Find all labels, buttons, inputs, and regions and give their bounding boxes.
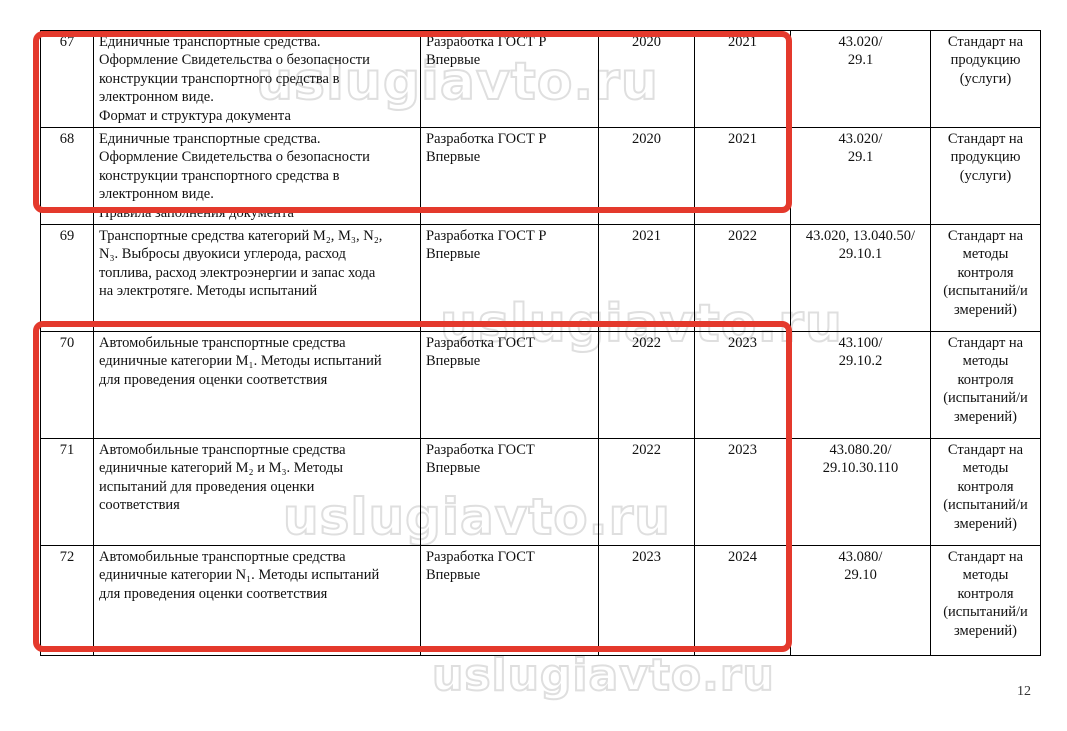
table-row: 67 Единичные транспортные средства. Офор… xyxy=(40,29,1041,129)
standards-plan-table: 67 Единичные транспортные средства. Офор… xyxy=(40,29,1041,657)
standard-kind-cell: Стандарт на продукцию (услуги) xyxy=(930,127,1041,226)
standard-name-cell: Автомобильные транспортные средства един… xyxy=(93,331,421,440)
row-number-cell: 68 xyxy=(40,127,94,226)
year-end-cell: 2022 xyxy=(694,224,791,333)
row-number-cell: 70 xyxy=(40,331,94,440)
row-number-cell: 72 xyxy=(40,545,94,657)
year-end-cell: 2023 xyxy=(694,331,791,440)
year-start-cell: 2022 xyxy=(598,438,695,547)
year-end-cell: 2024 xyxy=(694,545,791,657)
oks-okp-codes-cell: 43.080.20/ 29.10.30.110 xyxy=(790,438,931,547)
oks-okp-codes-cell: 43.020/ 29.1 xyxy=(790,29,931,129)
standard-kind-cell: Стандарт на методы контроля (испытаний/и… xyxy=(930,545,1041,657)
year-start-cell: 2023 xyxy=(598,545,695,657)
work-type-cell: Разработка ГОСТ Впервые xyxy=(420,545,599,657)
table-row: 68 Единичные транспортные средства. Офор… xyxy=(40,127,1041,226)
year-end-cell: 2021 xyxy=(694,127,791,226)
standard-name-cell: Единичные транспортные средства. Оформле… xyxy=(93,29,421,129)
oks-okp-codes-cell: 43.100/ 29.10.2 xyxy=(790,331,931,440)
work-type-cell: Разработка ГОСТ Р Впервые xyxy=(420,127,599,226)
work-type-cell: Разработка ГОСТ Р Впервые xyxy=(420,29,599,129)
year-start-cell: 2020 xyxy=(598,127,695,226)
year-end-cell: 2023 xyxy=(694,438,791,547)
standard-kind-cell: Стандарт на методы контроля (испытаний/и… xyxy=(930,331,1041,440)
table-row: 70 Автомобильные транспортные средства е… xyxy=(40,331,1041,440)
standard-name-cell: Автомобильные транспортные средства един… xyxy=(93,438,421,547)
work-type-cell: Разработка ГОСТ Р Впервые xyxy=(420,224,599,333)
row-number-cell: 71 xyxy=(40,438,94,547)
year-start-cell: 2020 xyxy=(598,29,695,129)
standard-name-cell: Автомобильные транспортные средства един… xyxy=(93,545,421,657)
work-type-cell: Разработка ГОСТ Впервые xyxy=(420,438,599,547)
standard-name-cell: Транспортные средства категорий М₂, М₃, … xyxy=(93,224,421,333)
year-end-cell: 2021 xyxy=(694,29,791,129)
year-start-cell: 2022 xyxy=(598,331,695,440)
watermark: uslugiavto.ru xyxy=(431,650,775,701)
work-type-cell: Разработка ГОСТ Впервые xyxy=(420,331,599,440)
row-number-cell: 69 xyxy=(40,224,94,333)
table-row: 69 Транспортные средства категорий М₂, М… xyxy=(40,224,1041,333)
standard-name-cell: Единичные транспортные средства. Оформле… xyxy=(93,127,421,226)
year-start-cell: 2021 xyxy=(598,224,695,333)
standard-kind-cell: Стандарт на продукцию (услуги) xyxy=(930,29,1041,129)
table-row: 72 Автомобильные транспортные средства е… xyxy=(40,545,1041,657)
page-number: 12 xyxy=(1017,684,1031,699)
row-number-cell: 67 xyxy=(40,29,94,129)
oks-okp-codes-cell: 43.080/ 29.10 xyxy=(790,545,931,657)
oks-okp-codes-cell: 43.020, 13.040.50/ 29.10.1 xyxy=(790,224,931,333)
table-row: 71 Автомобильные транспортные средства е… xyxy=(40,438,1041,547)
oks-okp-codes-cell: 43.020/ 29.1 xyxy=(790,127,931,226)
standard-kind-cell: Стандарт на методы контроля (испытаний/и… xyxy=(930,224,1041,333)
standard-kind-cell: Стандарт на методы контроля (испытаний/и… xyxy=(930,438,1041,547)
